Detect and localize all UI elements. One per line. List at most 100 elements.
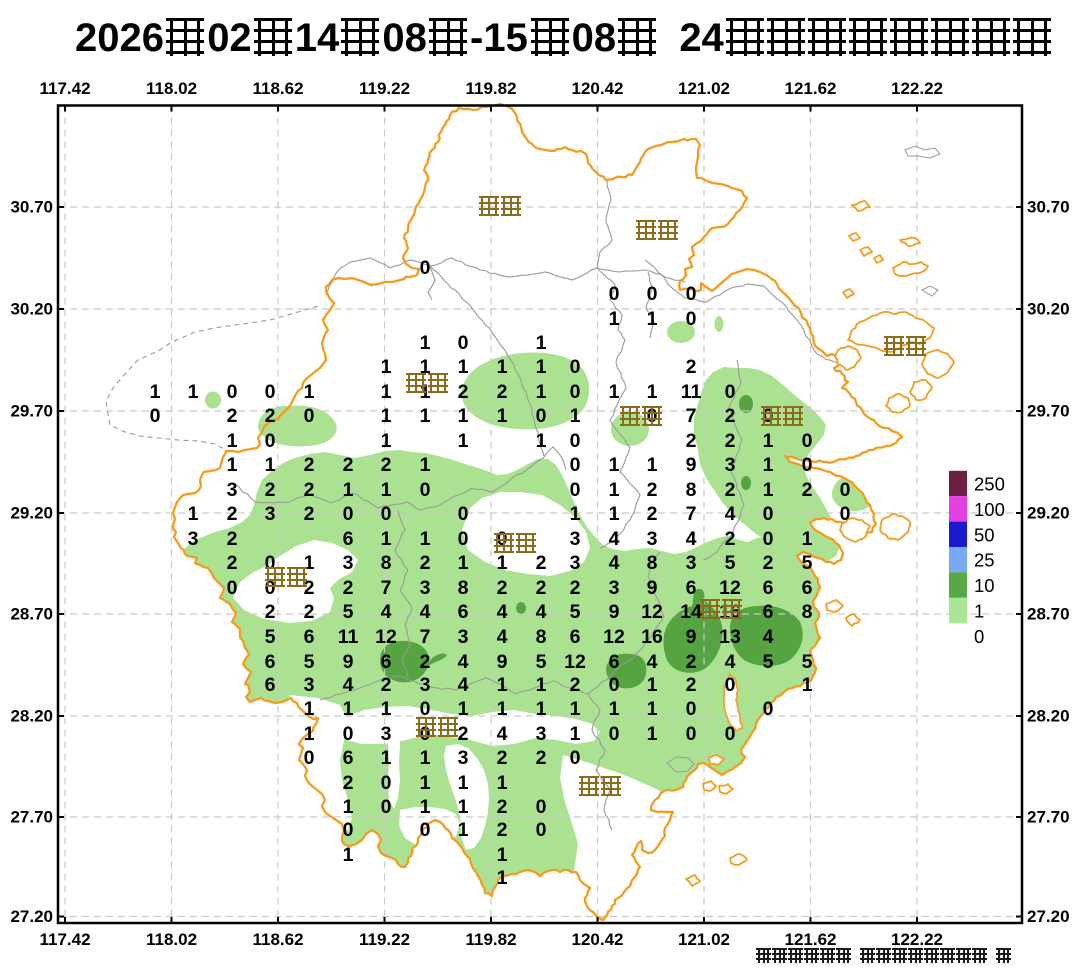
svg-text:1: 1 (609, 308, 620, 330)
svg-text:28.20: 28.20 (1027, 707, 1070, 726)
svg-text:9: 9 (609, 601, 620, 623)
svg-text:12: 12 (719, 577, 741, 599)
svg-text:0: 0 (974, 626, 984, 647)
svg-text:1: 1 (420, 747, 431, 769)
svg-text:1: 1 (497, 356, 508, 378)
svg-text:120.42: 120.42 (572, 79, 624, 98)
svg-text:1: 1 (381, 405, 392, 427)
svg-text:8: 8 (381, 552, 392, 574)
svg-text:117.42: 117.42 (39, 930, 90, 949)
svg-text:1: 1 (304, 381, 315, 403)
svg-text:7: 7 (420, 626, 431, 648)
svg-text:1: 1 (647, 674, 658, 696)
svg-text:1: 1 (458, 772, 469, 794)
svg-text:0: 0 (304, 747, 315, 769)
svg-text:28.70: 28.70 (1027, 605, 1070, 624)
svg-text:0: 0 (536, 405, 547, 427)
svg-text:2: 2 (802, 479, 813, 501)
svg-text:1: 1 (802, 674, 813, 696)
svg-text:16: 16 (641, 626, 663, 648)
svg-text:0: 0 (609, 283, 620, 305)
svg-text:5: 5 (265, 626, 276, 648)
svg-text:2: 2 (647, 503, 658, 525)
svg-text:1: 1 (343, 698, 354, 720)
svg-text:118.62: 118.62 (252, 930, 303, 949)
svg-text:2: 2 (227, 405, 238, 427)
svg-text:0: 0 (420, 257, 431, 279)
svg-text:1: 1 (497, 552, 508, 574)
svg-text:1: 1 (647, 698, 658, 720)
svg-text:1: 1 (974, 601, 984, 622)
svg-text:8: 8 (802, 601, 813, 623)
svg-text:14: 14 (680, 601, 702, 623)
svg-text:0: 0 (381, 796, 392, 818)
svg-text:119.82: 119.82 (465, 79, 516, 98)
svg-text:1: 1 (570, 405, 581, 427)
svg-text:28.20: 28.20 (10, 707, 53, 726)
svg-text:1: 1 (609, 479, 620, 501)
svg-text:7: 7 (686, 503, 697, 525)
svg-text:1: 1 (458, 796, 469, 818)
svg-text:121.62: 121.62 (785, 79, 837, 98)
svg-text:0: 0 (725, 723, 736, 745)
svg-text:1: 1 (304, 723, 315, 745)
svg-text:4: 4 (497, 601, 508, 623)
svg-text:9: 9 (686, 454, 697, 476)
svg-text:1: 1 (343, 796, 354, 818)
svg-text:1: 1 (343, 479, 354, 501)
svg-text:1: 1 (763, 430, 774, 452)
svg-text:5: 5 (802, 552, 813, 574)
svg-text:1: 1 (381, 747, 392, 769)
svg-text:1: 1 (536, 674, 547, 696)
svg-text:28.70: 28.70 (10, 605, 53, 624)
svg-text:2: 2 (304, 577, 315, 599)
svg-text:0: 0 (458, 528, 469, 550)
svg-text:0: 0 (343, 503, 354, 525)
svg-text:2: 2 (227, 503, 238, 525)
svg-text:5: 5 (304, 651, 315, 673)
svg-text:6: 6 (265, 651, 276, 673)
svg-text:29.20: 29.20 (1027, 504, 1070, 523)
svg-text:1: 1 (188, 503, 199, 525)
svg-text:0: 0 (802, 430, 813, 452)
svg-text:1: 1 (802, 528, 813, 550)
svg-text:0: 0 (420, 698, 431, 720)
svg-text:5: 5 (570, 601, 581, 623)
svg-text:2: 2 (497, 381, 508, 403)
svg-text:7: 7 (381, 577, 392, 599)
svg-text:12: 12 (641, 601, 663, 623)
svg-text:30.20: 30.20 (1027, 300, 1070, 319)
svg-text:8: 8 (458, 577, 469, 599)
svg-text:250: 250 (974, 474, 1005, 495)
svg-text:2: 2 (304, 479, 315, 501)
svg-text:1: 1 (647, 308, 658, 330)
svg-text:118.62: 118.62 (252, 79, 303, 98)
svg-text:1: 1 (381, 430, 392, 452)
svg-text:2: 2 (686, 430, 697, 452)
svg-text:0: 0 (343, 723, 354, 745)
svg-text:6: 6 (304, 626, 315, 648)
svg-text:4: 4 (458, 674, 469, 696)
svg-text:2: 2 (536, 552, 547, 574)
svg-text:118.02: 118.02 (146, 79, 197, 98)
svg-text:1: 1 (647, 454, 658, 476)
svg-text:5: 5 (343, 601, 354, 623)
svg-text:1: 1 (536, 430, 547, 452)
svg-text:0: 0 (570, 454, 581, 476)
svg-text:6: 6 (686, 577, 697, 599)
svg-text:0: 0 (265, 430, 276, 452)
svg-text:1: 1 (458, 430, 469, 452)
svg-text:11: 11 (681, 381, 702, 403)
svg-text:0: 0 (420, 819, 431, 841)
svg-text:8: 8 (686, 479, 697, 501)
svg-text:1: 1 (497, 698, 508, 720)
svg-text:2: 2 (343, 454, 354, 476)
svg-text:2: 2 (725, 479, 736, 501)
svg-text:3: 3 (647, 528, 658, 550)
svg-text:1: 1 (381, 479, 392, 501)
svg-text:0: 0 (570, 747, 581, 769)
svg-text:1: 1 (343, 844, 354, 866)
svg-text:0: 0 (570, 430, 581, 452)
svg-text:1: 1 (497, 867, 508, 889)
svg-text:0: 0 (763, 698, 774, 720)
